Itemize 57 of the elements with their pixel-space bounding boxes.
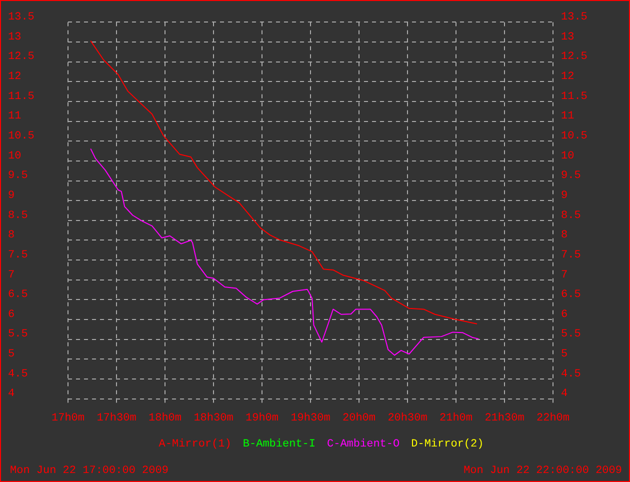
y-tick-label: 6 bbox=[8, 308, 15, 321]
y2-tick-label: 4.5 bbox=[561, 368, 581, 380]
y2-tick-label: 4 bbox=[561, 388, 568, 400]
x-tick-label: 20h30m bbox=[388, 412, 428, 424]
y-tick-label: 7 bbox=[8, 269, 15, 282]
y2-tick-label: 11.5 bbox=[561, 90, 588, 103]
y-tick-label: 9 bbox=[8, 190, 15, 202]
y-tick-label: 4.5 bbox=[8, 368, 28, 380]
y2-tick-label: 10.5 bbox=[561, 130, 588, 143]
y2-tick-label: 5 bbox=[561, 348, 568, 361]
y2-tick-label: 13 bbox=[561, 31, 574, 44]
y2-tick-label: 9.5 bbox=[561, 170, 581, 182]
y-tick-label: 8.5 bbox=[8, 210, 28, 222]
y2-tick-label: 5.5 bbox=[561, 328, 581, 341]
x-tick-label: 18h0m bbox=[148, 412, 182, 424]
y2-tick-label: 8.5 bbox=[561, 210, 581, 222]
y-tick-label: 13 bbox=[8, 31, 22, 44]
y2-tick-label: 11 bbox=[561, 110, 575, 123]
y2-tick-label: 13.5 bbox=[561, 12, 588, 24]
text: Mon Jun 22 22:00:00 2009 bbox=[464, 464, 622, 477]
y2-tick-label: 10 bbox=[561, 150, 574, 162]
y2-tick-label: 12.5 bbox=[561, 51, 588, 64]
y2-tick-label: 6.5 bbox=[561, 289, 581, 302]
x-tick-label: 19h0m bbox=[245, 412, 279, 424]
y-tick-label: 10.5 bbox=[8, 130, 34, 143]
y2-tick-label: 12 bbox=[561, 71, 574, 84]
x-tick-label: 22h0m bbox=[536, 412, 570, 424]
legend-label: D-Mirror(2) bbox=[411, 438, 484, 450]
y-tick-label: 5.5 bbox=[8, 328, 28, 341]
y2-tick-label: 6 bbox=[561, 308, 568, 321]
text: A-Mirror(1) bbox=[158, 438, 232, 450]
y2-tick-label: 7 bbox=[561, 269, 568, 282]
y2-tick-label: 9 bbox=[561, 190, 568, 202]
x-tick-label: 17h30m bbox=[96, 412, 137, 424]
y2-tick-label: 8 bbox=[561, 230, 568, 242]
y-tick-label: 8 bbox=[8, 230, 15, 242]
x-tick-label: 18h30m bbox=[194, 412, 234, 424]
legend-label: B-Ambient-I bbox=[242, 438, 316, 450]
text: C-Ambient-O bbox=[327, 438, 400, 450]
y-tick-label: 9.5 bbox=[8, 170, 28, 182]
x-tick-label: 17h0m bbox=[51, 412, 85, 424]
y-tick-label: 12 bbox=[8, 71, 22, 84]
x-tick-label: 21h30m bbox=[484, 412, 525, 424]
y-tick-label: 7.5 bbox=[8, 249, 28, 262]
y-tick-label: 4 bbox=[8, 388, 15, 400]
x-tick-label: 20h0m bbox=[342, 412, 376, 424]
y-tick-label: 10 bbox=[8, 150, 22, 162]
y-tick-label: 13.5 bbox=[8, 12, 34, 24]
y-tick-label: 5 bbox=[8, 348, 15, 361]
y-tick-label: 12.5 bbox=[8, 51, 34, 64]
text: Mon Jun 22 17:00:00 2009 bbox=[10, 464, 168, 477]
x-tick-label: 21h0m bbox=[439, 412, 473, 424]
x-tick-label: 19h30m bbox=[290, 412, 331, 424]
y-tick-label: 6.5 bbox=[8, 289, 28, 302]
y2-tick-label: 7.5 bbox=[561, 249, 581, 262]
y-tick-label: 11.5 bbox=[8, 90, 34, 103]
y-tick-label: 11 bbox=[8, 110, 22, 123]
